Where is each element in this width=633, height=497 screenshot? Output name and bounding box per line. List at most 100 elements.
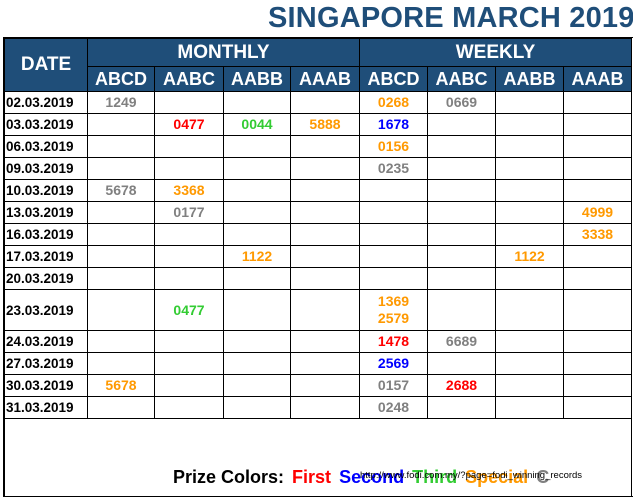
result-cell-monthly-aabb [224,224,291,246]
col-header-weekly-aaab: AAAB [564,67,632,92]
result-cell-weekly-aabb [496,375,564,397]
result-number: 3368 [155,182,223,199]
result-cell-monthly-aabb [224,331,291,353]
result-cell-weekly-abcd: 1678 [360,114,428,136]
result-number: 0477 [155,302,223,319]
result-number: 0177 [155,204,223,221]
result-cell-weekly-abcd [360,224,428,246]
result-cell-weekly-abcd [360,202,428,224]
result-cell-weekly-aabc [428,353,496,375]
result-cell-monthly-abcd [88,246,155,268]
result-cell-weekly-aabb [496,136,564,158]
date-cell: 20.03.2019 [5,268,88,290]
result-cell-monthly-aaab: 5888 [291,114,360,136]
result-cell-monthly-abcd [88,397,155,419]
result-cell-monthly-abcd: 1249 [88,92,155,114]
result-number: 4999 [564,204,631,221]
result-cell-monthly-aabc [155,92,224,114]
date-cell: 24.03.2019 [5,331,88,353]
result-number: 2569 [360,355,427,372]
result-cell-weekly-aabb [496,397,564,419]
result-cell-weekly-aaab [564,375,632,397]
result-cell-monthly-aaab [291,290,360,331]
result-cell-weekly-aaab [564,180,632,202]
result-cell-monthly-aabc [155,353,224,375]
result-cell-monthly-abcd [88,114,155,136]
result-cell-monthly-aabb: 1122 [224,246,291,268]
result-cell-weekly-aabc [428,180,496,202]
result-cell-weekly-aabb [496,290,564,331]
result-cell-weekly-aabb: 1122 [496,246,564,268]
result-cell-weekly-aabc [428,202,496,224]
result-cell-monthly-abcd [88,268,155,290]
result-cell-monthly-aabc: 0477 [155,290,224,331]
weekly-header: WEEKLY [360,39,632,67]
date-cell: 17.03.2019 [5,246,88,268]
result-cell-weekly-aabc [428,268,496,290]
result-cell-weekly-aabb [496,202,564,224]
result-cell-monthly-aabb [224,290,291,331]
result-number: 6689 [428,333,495,350]
source-url-link[interactable]: http://www.fodi.com.my/?page=fodi_winnin… [360,470,582,481]
result-cell-weekly-aabc [428,290,496,331]
result-cell-monthly-aabc [155,397,224,419]
result-number: 0157 [360,377,427,394]
result-cell-monthly-abcd [88,290,155,331]
result-number: 3338 [564,226,631,243]
result-cell-weekly-abcd: 0157 [360,375,428,397]
legend-first: First [292,467,331,487]
date-cell: 09.03.2019 [5,158,88,180]
result-number: 2688 [428,377,495,394]
date-cell: 31.03.2019 [5,397,88,419]
result-cell-monthly-aaab [291,158,360,180]
result-cell-monthly-abcd [88,136,155,158]
result-cell-weekly-abcd: 0235 [360,158,428,180]
monthly-header: MONTHLY [88,39,360,67]
result-number: 0044 [224,116,290,133]
date-cell: 02.03.2019 [5,92,88,114]
result-cell-weekly-aaab: 3338 [564,224,632,246]
results-frame: DATE MONTHLY WEEKLY ABCD AABC AABB AAAB … [3,37,633,497]
table-row: 06.03.2019 0156 [5,136,632,158]
result-cell-weekly-aaab [564,268,632,290]
result-cell-weekly-abcd: 0156 [360,136,428,158]
result-cell-weekly-aabc [428,114,496,136]
date-cell: 06.03.2019 [5,136,88,158]
result-cell-monthly-aabc [155,136,224,158]
result-cell-weekly-aabc: 6689 [428,331,496,353]
result-number: 0669 [428,94,495,111]
result-cell-monthly-aabc: 0477 [155,114,224,136]
col-header-monthly-aabb: AABB [224,67,291,92]
result-cell-weekly-aaab [564,331,632,353]
result-cell-monthly-aabb [224,158,291,180]
result-cell-monthly-aaab [291,375,360,397]
result-cell-monthly-abcd [88,158,155,180]
result-cell-weekly-abcd: 0268 [360,92,428,114]
result-cell-weekly-aabc [428,158,496,180]
result-cell-monthly-aabb [224,136,291,158]
result-cell-monthly-aabb [224,268,291,290]
result-cell-monthly-aaab [291,331,360,353]
result-cell-monthly-aaab [291,397,360,419]
result-cell-weekly-abcd: 1478 [360,331,428,353]
result-cell-monthly-aabc [155,224,224,246]
result-cell-weekly-aabb [496,92,564,114]
result-cell-monthly-aabb [224,353,291,375]
result-number: 1122 [224,248,290,265]
result-cell-monthly-aaab [291,224,360,246]
date-cell: 16.03.2019 [5,224,88,246]
result-cell-monthly-aabb [224,202,291,224]
result-cell-monthly-aaab [291,92,360,114]
result-cell-monthly-aabc [155,375,224,397]
result-cell-weekly-abcd: 2569 [360,353,428,375]
result-number: 0156 [360,138,427,155]
col-header-weekly-aabb: AABB [496,67,564,92]
result-cell-weekly-aabb [496,180,564,202]
result-number: 0248 [360,399,427,416]
